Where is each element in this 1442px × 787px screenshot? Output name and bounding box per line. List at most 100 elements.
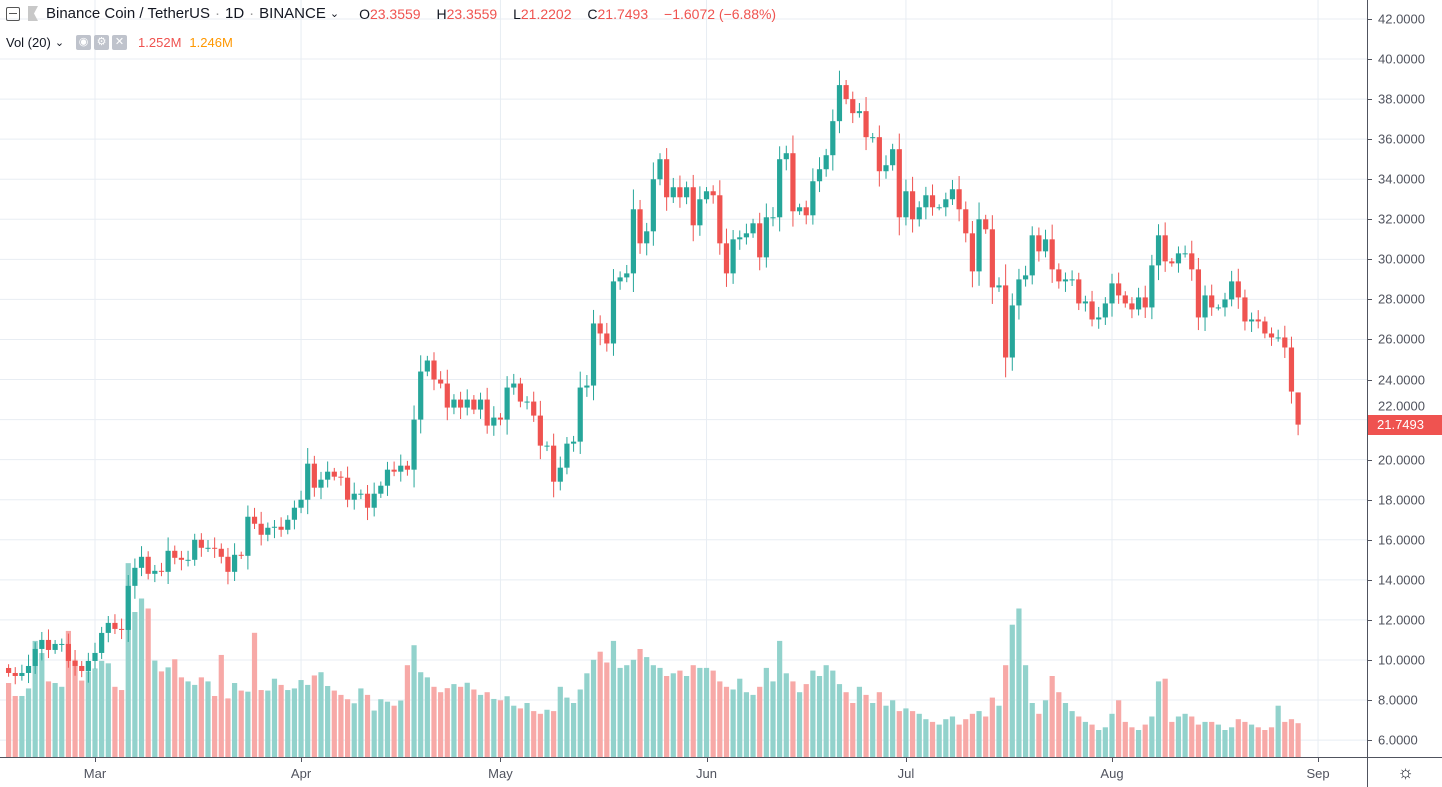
volume-bar bbox=[697, 667, 703, 757]
volume-bar bbox=[1022, 665, 1029, 757]
volume-bar bbox=[1135, 730, 1142, 757]
volume-bar bbox=[185, 681, 191, 757]
volume-bar bbox=[1082, 721, 1089, 757]
candle-body bbox=[1089, 301, 1095, 320]
volume-bar bbox=[624, 665, 630, 757]
symbol-name[interactable]: Binance Coin / TetherUS bbox=[46, 5, 210, 22]
candle-body bbox=[830, 121, 836, 156]
chevron-down-icon[interactable]: ⌄ bbox=[329, 8, 340, 20]
volume-bar bbox=[816, 676, 823, 757]
collapse-icon[interactable] bbox=[6, 6, 20, 21]
volume-value: 1.252M bbox=[138, 35, 182, 50]
candle-body bbox=[1182, 253, 1188, 255]
candle-body bbox=[145, 556, 151, 574]
candle-body bbox=[19, 672, 25, 676]
time-axis[interactable]: Mar Apr May Jun Jul Aug Sep bbox=[0, 757, 1367, 787]
gear-icon[interactable]: ⚙ bbox=[94, 35, 110, 50]
candle-body bbox=[1009, 305, 1015, 358]
candle-body bbox=[650, 179, 656, 232]
volume-bar bbox=[590, 659, 597, 757]
candle-body bbox=[265, 527, 271, 535]
price-chart[interactable] bbox=[0, 0, 1367, 757]
price-tick bbox=[1368, 139, 1372, 141]
settings-icon[interactable]: ☼ bbox=[1367, 757, 1442, 787]
candle-body bbox=[570, 441, 577, 444]
candle-body bbox=[477, 399, 484, 410]
candle-body bbox=[1042, 239, 1049, 252]
volume-bar bbox=[850, 703, 856, 757]
volume-bar bbox=[1109, 713, 1115, 757]
candle-body bbox=[916, 207, 922, 220]
price-tick-label: 18.0000 bbox=[1378, 492, 1425, 508]
candle-body bbox=[444, 383, 450, 408]
volume-bar bbox=[683, 676, 690, 757]
volume-bar bbox=[165, 667, 171, 757]
candle-body bbox=[664, 159, 670, 198]
volume-bar bbox=[318, 672, 324, 757]
candle-body bbox=[1209, 295, 1215, 308]
volume-bar bbox=[358, 688, 364, 757]
candle-body bbox=[557, 467, 563, 482]
volume-bar bbox=[1215, 724, 1221, 757]
candle-body bbox=[956, 189, 962, 210]
volume-bar bbox=[112, 686, 118, 757]
volume-bar bbox=[464, 682, 470, 757]
chevron-down-icon[interactable]: ⌄ bbox=[54, 37, 65, 49]
volume-bar bbox=[471, 689, 477, 757]
candle-body bbox=[271, 526, 278, 528]
price-axis[interactable]: 42.0000 40.0000 38.0000 36.0000 34.0000 32.00… bbox=[1367, 0, 1442, 757]
price-tick bbox=[1368, 259, 1372, 261]
candle-body bbox=[378, 485, 384, 494]
candle-body bbox=[531, 401, 537, 416]
volume-bar bbox=[1129, 727, 1135, 757]
time-tick bbox=[1318, 758, 1320, 762]
candle-body bbox=[65, 643, 72, 661]
volume-bar bbox=[823, 665, 829, 757]
volume-bar bbox=[491, 698, 497, 757]
volume-bar bbox=[92, 668, 98, 757]
volume-bar bbox=[158, 671, 165, 757]
price-tick-label: 12.0000 bbox=[1378, 612, 1425, 628]
volume-bar bbox=[258, 690, 264, 757]
volume-label[interactable]: Vol (20) bbox=[6, 35, 51, 50]
price-tick-label: 24.0000 bbox=[1378, 372, 1425, 388]
volume-bar bbox=[517, 708, 524, 757]
candle-body bbox=[1096, 317, 1102, 320]
candle-body bbox=[1016, 279, 1022, 306]
volume-bar bbox=[916, 713, 922, 757]
eye-icon[interactable]: ◉ bbox=[76, 35, 92, 50]
time-tick bbox=[95, 758, 96, 762]
candle-body bbox=[750, 223, 756, 234]
exchange: BINANCE bbox=[259, 5, 326, 22]
volume-bar bbox=[1116, 700, 1122, 757]
volume-bar bbox=[1169, 721, 1175, 757]
candle-body bbox=[358, 493, 364, 495]
volume-bar bbox=[338, 694, 344, 757]
price-tick-label: 16.0000 bbox=[1378, 532, 1425, 548]
candle-body bbox=[936, 207, 942, 209]
volume-bar bbox=[39, 653, 45, 757]
volume-bar bbox=[371, 710, 377, 757]
interval[interactable]: 1D bbox=[224, 5, 245, 22]
price-tick-label: 36.0000 bbox=[1378, 131, 1425, 147]
candle-body bbox=[298, 499, 304, 508]
price-tick bbox=[1368, 499, 1372, 501]
candle-body bbox=[890, 149, 896, 166]
candle-body bbox=[1295, 392, 1301, 425]
candle-body bbox=[438, 379, 444, 384]
candle-body bbox=[85, 660, 91, 671]
close-icon[interactable]: ✕ bbox=[112, 35, 128, 50]
volume-bar bbox=[524, 703, 530, 757]
volume-bar bbox=[1182, 713, 1188, 757]
candle-body bbox=[1109, 283, 1115, 304]
volume-bar bbox=[604, 662, 610, 757]
volume-bar bbox=[664, 676, 670, 757]
volume-bar bbox=[404, 665, 411, 757]
volume-bar bbox=[138, 598, 145, 757]
volume-bar bbox=[384, 701, 391, 757]
volume-bar bbox=[531, 711, 537, 757]
candle-body bbox=[717, 195, 723, 244]
volume-bar bbox=[424, 677, 430, 757]
candle-body bbox=[471, 399, 477, 410]
volume-bar bbox=[830, 670, 836, 757]
